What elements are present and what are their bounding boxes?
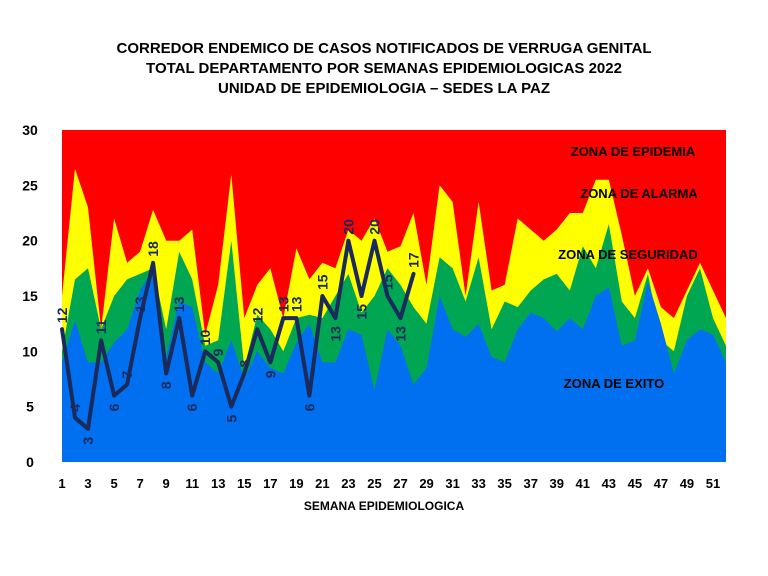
data-label-3: 3 [80, 437, 96, 445]
x-tick-label-13: 13 [211, 476, 225, 491]
data-label-19: 13 [288, 296, 304, 312]
data-label-9: 8 [158, 381, 174, 389]
x-tick-label-17: 17 [263, 476, 277, 491]
data-label-28: 17 [406, 252, 422, 268]
data-label-5: 6 [106, 403, 122, 411]
x-tick-label-21: 21 [315, 476, 329, 491]
y-tick-label-30: 30 [22, 122, 38, 138]
chart-title-line-3: UNIDAD DE EPIDEMIOLOGIA – SEDES LA PAZ [218, 80, 550, 97]
x-tick-label-29: 29 [419, 476, 433, 491]
data-label-18: 13 [275, 296, 291, 312]
x-tick-label-33: 33 [471, 476, 485, 491]
data-label-2: 4 [67, 404, 83, 412]
data-labels-layer: 1243116713188136109581291313615132015201… [54, 219, 422, 445]
x-tick-label-3: 3 [84, 476, 91, 491]
x-tick-label-1: 1 [58, 476, 65, 491]
data-label-25: 20 [367, 219, 383, 235]
data-label-10: 13 [171, 296, 187, 312]
data-label-4: 11 [93, 319, 109, 334]
y-tick-label-0: 0 [26, 454, 34, 470]
chart-title-line-1: CORREDOR ENDEMICO DE CASOS NOTIFICADOS D… [116, 40, 652, 57]
zone-label-4: ZONA DE EXITO [564, 376, 664, 391]
y-tick-label-5: 5 [26, 399, 34, 415]
series-line-1 [60, 238, 416, 431]
data-label-7: 13 [132, 296, 148, 312]
data-label-27: 13 [393, 326, 409, 342]
data-label-14: 5 [223, 414, 239, 422]
zone-label-3: ZONA DE SEGURIDAD [558, 247, 698, 262]
x-tick-label-5: 5 [110, 476, 117, 491]
x-tick-label-41: 41 [576, 476, 590, 491]
data-label-23: 20 [340, 219, 356, 235]
x-tick-label-39: 39 [550, 476, 564, 491]
data-label-13: 9 [210, 348, 226, 356]
x-tick-label-7: 7 [137, 476, 144, 491]
x-tick-label-23: 23 [341, 476, 355, 491]
x-tick-label-9: 9 [163, 476, 170, 491]
y-tick-label-25: 25 [22, 177, 38, 193]
x-tick-label-19: 19 [289, 476, 303, 491]
data-label-22: 13 [327, 326, 343, 342]
x-axis-title: SEMANA EPIDEMIOLOGICA [303, 499, 465, 513]
data-label-15: 8 [236, 360, 252, 368]
x-tick-label-45: 45 [628, 476, 642, 491]
y-tick-label-20: 20 [22, 233, 38, 249]
x-tick-label-49: 49 [680, 476, 694, 491]
data-label-8: 18 [145, 241, 161, 257]
chart-title-line-2: TOTAL DEPARTAMENTO POR SEMANAS EPIDEMIOL… [146, 60, 622, 77]
zone-area-4 [62, 268, 726, 462]
x-tick-label-47: 47 [654, 476, 668, 491]
x-tick-label-15: 15 [237, 476, 251, 491]
x-tick-label-43: 43 [602, 476, 616, 491]
series-layer [60, 238, 416, 431]
data-label-1: 12 [54, 307, 70, 323]
y-tick-label-15: 15 [22, 288, 38, 304]
data-label-24: 15 [354, 304, 370, 320]
x-tick-label-35: 35 [497, 476, 511, 491]
zones-layer [62, 130, 726, 462]
data-label-6: 7 [119, 371, 135, 379]
zone-label-2: ZONA DE ALARMA [580, 186, 698, 201]
x-tick-label-11: 11 [185, 476, 199, 491]
zone-label-1: ZONA DE EPIDEMIA [571, 144, 696, 159]
y-tick-label-10: 10 [22, 343, 38, 359]
x-tick-label-31: 31 [445, 476, 459, 491]
x-tick-label-51: 51 [706, 476, 720, 491]
x-tick-label-27: 27 [393, 476, 407, 491]
data-label-21: 15 [314, 274, 330, 290]
data-label-16: 12 [249, 307, 265, 323]
x-tick-label-37: 37 [523, 476, 537, 491]
data-label-11: 6 [184, 403, 200, 411]
data-label-12: 10 [197, 330, 213, 346]
data-label-20: 6 [301, 403, 317, 411]
data-label-26: 15 [380, 274, 396, 290]
data-label-17: 9 [262, 370, 278, 378]
zone-labels-layer: ZONA DE EPIDEMIA ZONA DE ALARMA ZONA DE SE… [558, 144, 698, 391]
x-tick-label-25: 25 [367, 476, 381, 491]
